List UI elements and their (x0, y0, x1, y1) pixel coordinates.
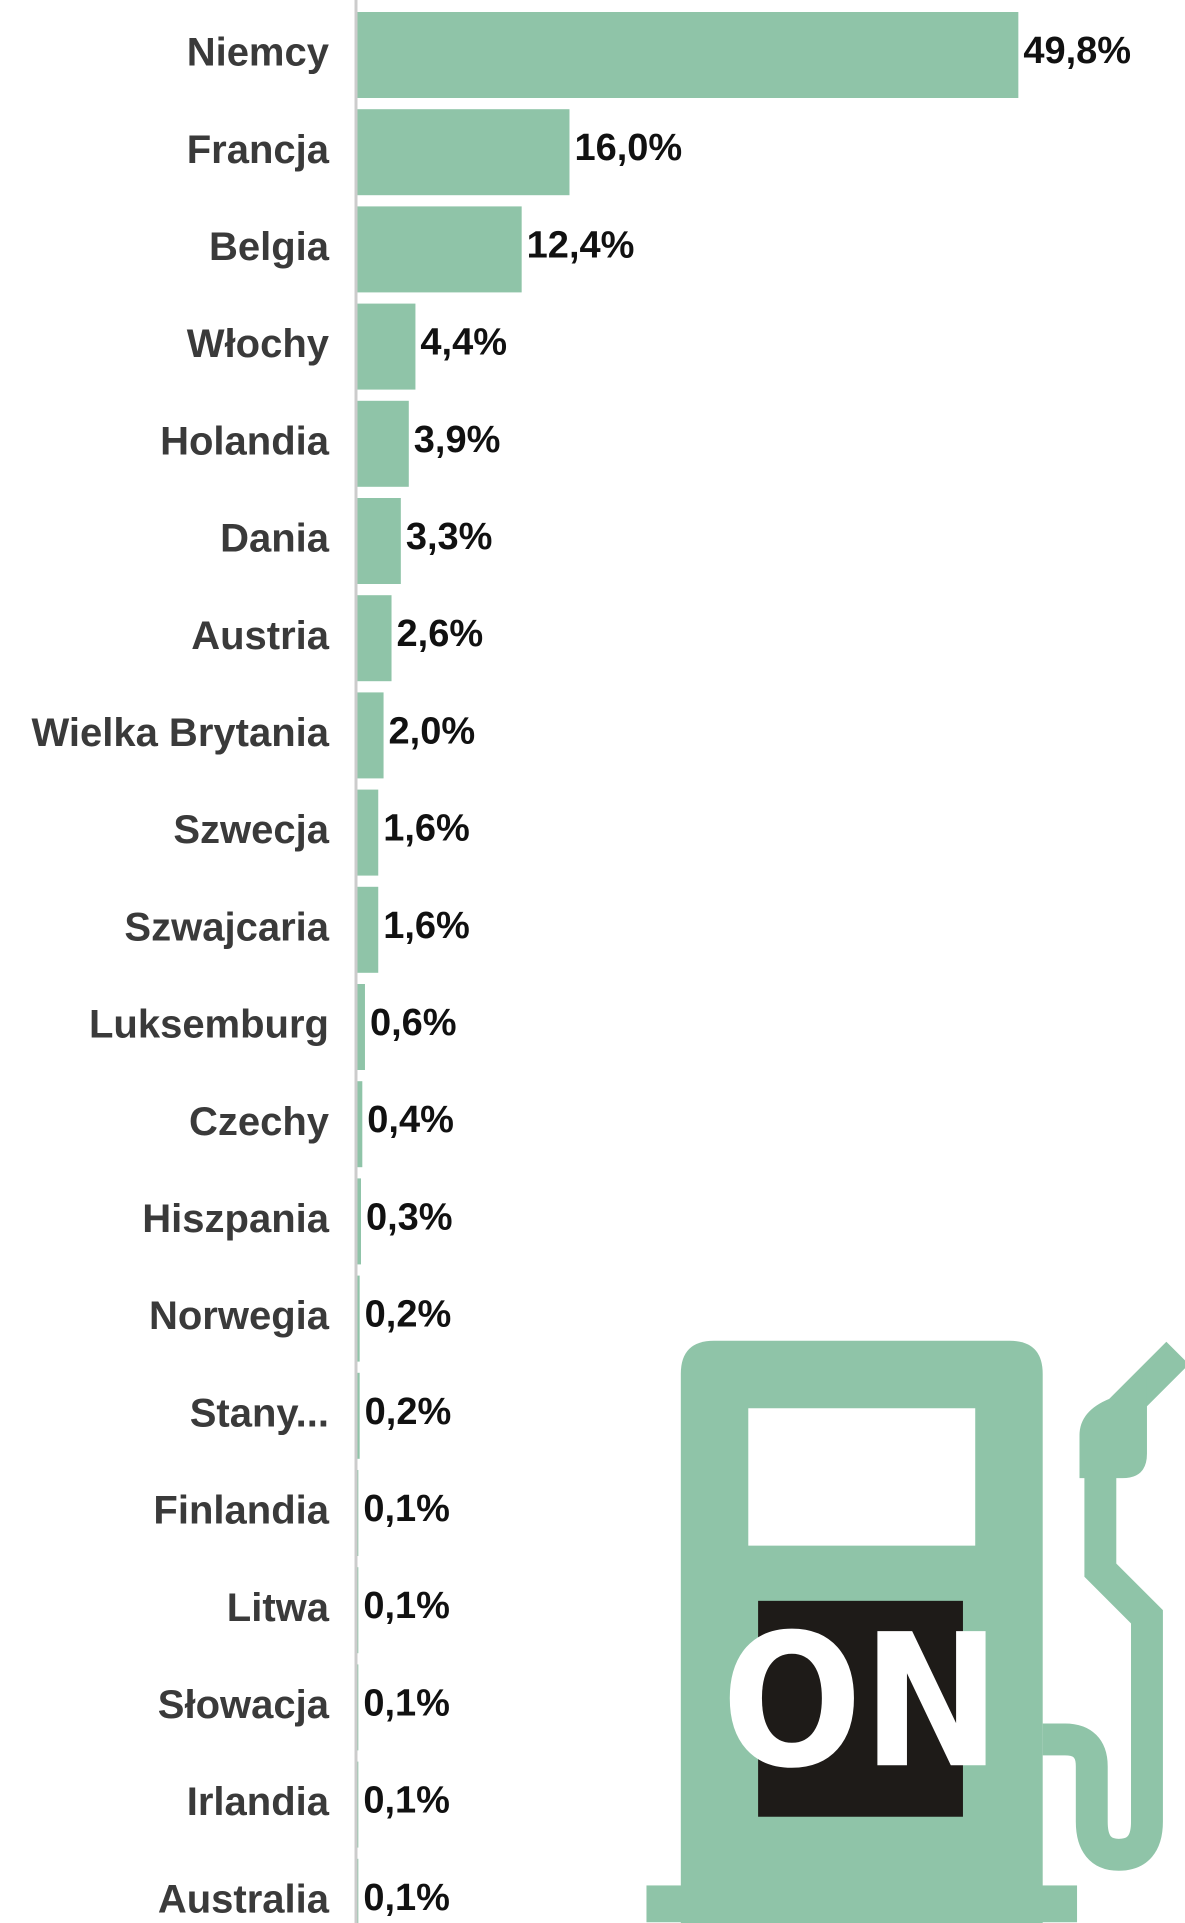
category-label: Stany... (190, 1391, 329, 1435)
value-label: 3,9% (414, 419, 501, 461)
bar (357, 1858, 359, 1923)
value-label: 0,1% (363, 1585, 450, 1627)
category-label: Austria (191, 614, 330, 658)
category-label: Luksemburg (89, 1003, 329, 1047)
value-label: 16,0% (574, 127, 682, 169)
bar (357, 1664, 359, 1751)
bar (357, 1372, 360, 1459)
value-label: 2,6% (397, 613, 484, 655)
value-label: 49,8% (1023, 30, 1131, 72)
category-label: Niemcy (187, 31, 330, 75)
category-label: Irlandia (187, 1780, 330, 1824)
bar (357, 1275, 360, 1362)
category-label: Szwajcaria (124, 905, 329, 949)
category-label: Australia (158, 1877, 330, 1921)
bar (357, 886, 379, 973)
value-label: 0,6% (370, 1002, 457, 1044)
category-label: Wielka Brytania (31, 711, 329, 755)
value-label: 1,6% (383, 905, 470, 947)
bar (357, 1567, 359, 1654)
value-label: 0,2% (365, 1294, 452, 1336)
value-label: 0,1% (363, 1877, 450, 1919)
value-label: 0,3% (366, 1196, 453, 1238)
value-label: 1,6% (383, 808, 470, 850)
category-label: Słowacja (158, 1683, 330, 1727)
pump-base (646, 1885, 1078, 1923)
bar (357, 1761, 359, 1848)
pump-window (748, 1408, 976, 1546)
value-label: 0,1% (363, 1780, 450, 1822)
value-label: 0,1% (363, 1488, 450, 1530)
category-label: Litwa (227, 1586, 330, 1630)
bar (357, 692, 384, 779)
pump-label-box (758, 1600, 963, 1817)
pump-nozzle (1079, 1373, 1147, 1479)
category-label: Norwegia (149, 1294, 330, 1338)
value-label: 2,0% (389, 710, 476, 752)
category-label: Hiszpania (142, 1197, 329, 1241)
category-label: Czechy (189, 1100, 330, 1144)
category-label: Finlandia (153, 1489, 329, 1533)
bar (357, 789, 379, 876)
value-label: 0,1% (363, 1682, 450, 1724)
fuel-pump-icon: ON (646, 1340, 1185, 1923)
bar (357, 400, 409, 487)
bar (357, 595, 392, 682)
bar (357, 498, 401, 584)
value-label: 12,4% (527, 224, 635, 266)
bar (357, 303, 416, 390)
category-label: Francja (187, 128, 330, 172)
pump-hose (1042, 1341, 1185, 1871)
category-label: Włochy (187, 322, 330, 366)
value-label: 4,4% (420, 322, 507, 364)
bar (357, 109, 570, 196)
bar (357, 984, 365, 1070)
category-label: Belgia (209, 225, 330, 269)
category-label: Dania (220, 517, 330, 561)
category-label: Holandia (160, 419, 330, 463)
value-label: 0,2% (365, 1391, 452, 1433)
value-label: 3,3% (406, 516, 493, 558)
bar (357, 1081, 363, 1168)
bar (357, 1470, 359, 1556)
bars: Niemcy 49,8% Francja 16,0% Belgia 12,4% Włochy… (31, 0, 1131, 1923)
bar (357, 206, 522, 293)
category-label: Szwecja (173, 808, 329, 852)
bar (357, 12, 1019, 98)
bar (357, 1178, 361, 1265)
value-label: 0,4% (367, 1099, 454, 1141)
pump-label: ON (722, 1595, 1001, 1809)
